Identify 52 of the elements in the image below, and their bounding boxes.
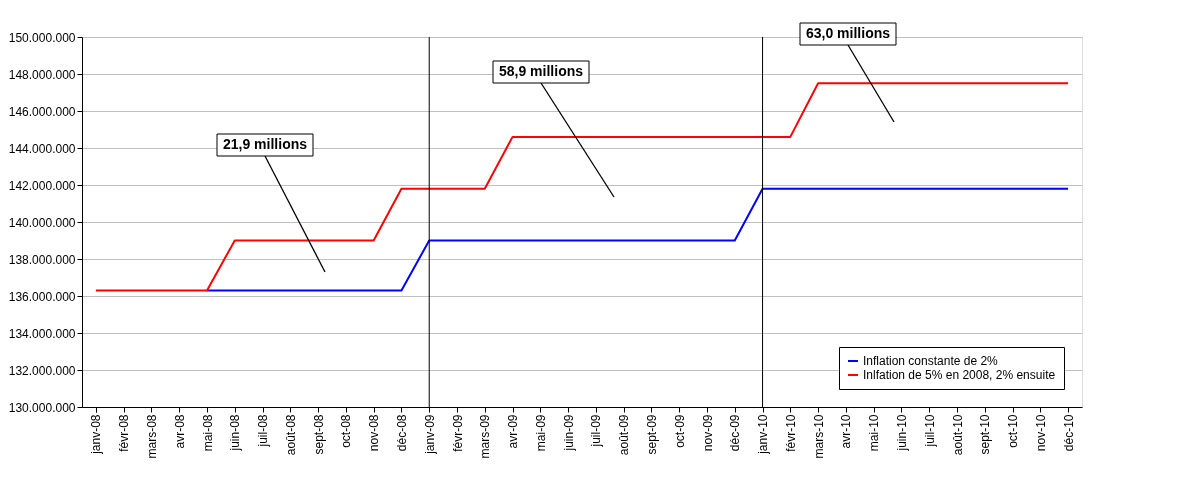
x-tick-label: nov-08 <box>367 414 382 452</box>
x-tick-label: sept-10 <box>978 414 993 455</box>
x-tick-label: mars-08 <box>144 414 159 459</box>
x-tick-label: sept-08 <box>311 414 326 455</box>
y-tick-label: 148.000.000 <box>8 67 76 82</box>
x-tick-label: juin-08 <box>228 414 243 452</box>
y-tick-label: 146.000.000 <box>8 104 76 119</box>
x-tick-label: nov-09 <box>700 414 715 452</box>
x-tick-label: juin-10 <box>894 414 909 452</box>
y-tick-label: 136.000.000 <box>8 289 76 304</box>
x-tick-label: mars-10 <box>811 414 826 459</box>
x-tick-label: févr-09 <box>450 414 465 452</box>
x-tick-label: mai-08 <box>200 414 215 452</box>
y-tick-label: 140.000.000 <box>8 215 76 230</box>
y-tick-label: 132.000.000 <box>8 363 76 378</box>
x-tick-label: sept-09 <box>644 414 659 455</box>
annotation: 63,0 millions <box>805 25 891 41</box>
x-tick-label: nov-10 <box>1033 414 1048 452</box>
x-tick-label: mai-09 <box>533 414 548 452</box>
x-tick-label: déc-08 <box>394 414 409 452</box>
x-tick-label: juil-09 <box>589 414 604 448</box>
y-tick-label: 134.000.000 <box>8 326 76 341</box>
y-tick-label: 142.000.000 <box>8 178 76 193</box>
x-tick-label: janv-08 <box>89 414 104 455</box>
x-tick-label: avr-10 <box>839 414 854 449</box>
y-tick-label: 130.000.000 <box>8 400 76 415</box>
x-tick-label: mai-10 <box>867 414 882 452</box>
x-tick-label: août-10 <box>950 414 965 456</box>
x-tick-label: avr-09 <box>506 414 521 449</box>
x-tick-label: févr-10 <box>783 414 798 452</box>
x-tick-label: janv-10 <box>756 414 771 455</box>
x-tick-label: juil-10 <box>922 414 937 448</box>
x-tick-label: janv-09 <box>422 414 437 455</box>
annotation: 21,9 millions <box>222 136 308 152</box>
x-tick-label: oct-10 <box>1006 414 1021 448</box>
y-tick-label: 144.000.000 <box>8 141 76 156</box>
x-tick-label: oct-09 <box>672 414 687 448</box>
x-tick-label: juin-09 <box>561 414 576 452</box>
x-tick-label: oct-08 <box>339 414 354 448</box>
legend-label: Inflation constante de 2% <box>863 354 999 368</box>
annotation: 58,9 millions <box>498 63 584 79</box>
y-tick-label: 150.000.000 <box>8 30 76 45</box>
x-tick-label: mars-09 <box>478 414 493 459</box>
x-tick-label: juil-08 <box>256 414 271 448</box>
x-tick-label: févr-08 <box>117 414 132 452</box>
x-tick-label: déc-10 <box>1061 414 1076 452</box>
x-tick-label: août-09 <box>617 414 632 456</box>
x-tick-label: déc-09 <box>728 414 743 452</box>
x-tick-label: août-08 <box>283 414 298 456</box>
y-tick-label: 138.000.000 <box>8 252 76 267</box>
legend-label: Inlfation de 5% en 2008, 2% ensuite <box>863 368 1056 382</box>
x-tick-label: avr-08 <box>172 414 187 449</box>
